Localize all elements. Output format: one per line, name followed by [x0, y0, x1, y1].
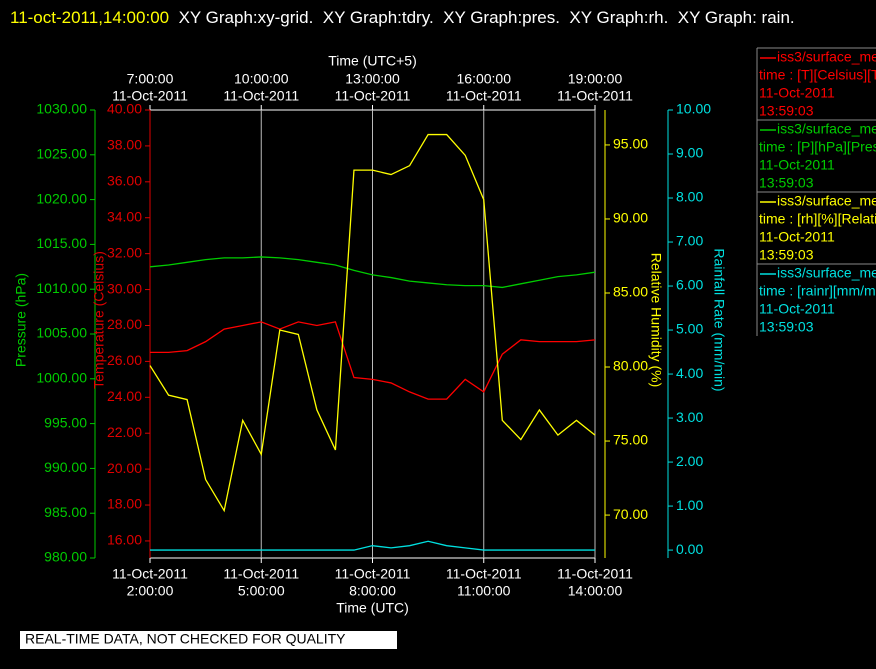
- y-tick-label: 4.00: [676, 365, 703, 381]
- legend-detail: 13:59:03: [759, 103, 814, 119]
- legend-detail: time : [T][Celsius][T: [759, 67, 876, 83]
- x-tick-label: 8:00:00: [349, 583, 396, 599]
- x-tick-date: 11-Oct-2011: [112, 566, 188, 582]
- y-axis-label: Relative Humidity (%): [648, 253, 664, 388]
- legend-name: iss3/surface_me: [777, 49, 876, 65]
- y-tick-label: 22.00: [107, 424, 142, 440]
- footer-text: REAL-TIME DATA, NOT CHECKED FOR QUALITY: [25, 631, 346, 647]
- y-tick-label: 980.00: [44, 549, 87, 565]
- y-tick-label: 38.00: [107, 137, 142, 153]
- legend-detail: 11-Oct-2011: [759, 85, 835, 101]
- y-tick-label: 75.00: [613, 432, 648, 448]
- y-tick-label: 7.00: [676, 233, 703, 249]
- legend-detail: time : [rh][%][Relati: [759, 211, 876, 227]
- y-tick-label: 28.00: [107, 316, 142, 332]
- y-tick-label: 36.00: [107, 173, 142, 189]
- footer-box: [20, 631, 397, 649]
- x-tick-date: 11-Oct-2011: [335, 566, 411, 582]
- x2-tick-label: 19:00:00: [568, 71, 623, 87]
- y-tick-label: 32.00: [107, 244, 142, 260]
- y-axis-label: Temperature (Celsius): [91, 251, 107, 389]
- x2-tick-date: 11-Oct-2011: [335, 88, 411, 104]
- legend-detail: 11-Oct-2011: [759, 301, 835, 317]
- x-tick-label: 14:00:00: [568, 583, 623, 599]
- x2-tick-date: 11-Oct-2011: [223, 88, 299, 104]
- y-tick-label: 95.00: [613, 136, 648, 152]
- legend-name: iss3/surface_me: [777, 121, 876, 137]
- y-tick-label: 1025.00: [36, 146, 87, 162]
- x2-tick-label: 13:00:00: [345, 71, 400, 87]
- legend-detail: 11-Oct-2011: [759, 229, 835, 245]
- x-tick-date: 11-Oct-2011: [446, 566, 522, 582]
- y-tick-label: 3.00: [676, 409, 703, 425]
- y-tick-label: 10.00: [676, 101, 711, 117]
- x-tick-label: 5:00:00: [238, 583, 285, 599]
- y-tick-label: 1000.00: [36, 370, 87, 386]
- y-tick-label: 1020.00: [36, 190, 87, 206]
- y-tick-label: 26.00: [107, 352, 142, 368]
- legend-name: iss3/surface_me: [777, 193, 876, 209]
- y-tick-label: 995.00: [44, 414, 87, 430]
- y-tick-label: 1015.00: [36, 235, 87, 251]
- x-tick-label: 11:00:00: [457, 583, 511, 599]
- legend-detail: 13:59:03: [759, 319, 814, 335]
- y-tick-label: 2.00: [676, 453, 703, 469]
- y-axis-label: Rainfall Rate (mm/min): [711, 248, 727, 391]
- y-tick-label: 1010.00: [36, 280, 87, 296]
- series-line: [149, 256, 596, 289]
- y-tick-label: 990.00: [44, 459, 87, 475]
- legend-name: iss3/surface_me: [777, 265, 876, 281]
- y-tick-label: 1030.00: [36, 101, 87, 117]
- x-axis-label: Time (UTC): [336, 600, 409, 616]
- y-tick-label: 40.00: [107, 101, 142, 117]
- y-tick-label: 24.00: [107, 388, 142, 404]
- legend-detail: 13:59:03: [759, 247, 814, 263]
- legend-detail: time : [rainr][mm/mi: [759, 283, 876, 299]
- y-tick-label: 985.00: [44, 504, 87, 520]
- legend-detail: time : [P][hPa][Pres: [759, 139, 876, 155]
- y-tick-label: 80.00: [613, 358, 648, 374]
- y-tick-label: 20.00: [107, 460, 142, 476]
- y-tick-label: 5.00: [676, 321, 703, 337]
- y-tick-label: 9.00: [676, 145, 703, 161]
- x-tick-date: 11-Oct-2011: [557, 566, 633, 582]
- x2-tick-date: 11-Oct-2011: [112, 88, 188, 104]
- x2-tick-label: 10:00:00: [234, 71, 289, 87]
- y-tick-label: 1.00: [676, 497, 703, 513]
- x2-tick-label: 16:00:00: [457, 71, 512, 87]
- y-tick-label: 30.00: [107, 280, 142, 296]
- x2-tick-date: 11-Oct-2011: [557, 88, 633, 104]
- x2-tick-date: 11-Oct-2011: [446, 88, 522, 104]
- x2-tick-label: 7:00:00: [127, 71, 174, 87]
- legend-detail: 13:59:03: [759, 175, 814, 191]
- series-line: [150, 540, 595, 551]
- y-tick-label: 0.00: [676, 541, 703, 557]
- y-tick-label: 85.00: [613, 284, 648, 300]
- title-time: 11-oct-2011,14:00:00: [10, 8, 170, 27]
- x-tick-date: 11-Oct-2011: [223, 566, 299, 582]
- y-tick-label: 1005.00: [36, 325, 87, 341]
- x-tick-label: 2:00:00: [127, 583, 174, 599]
- y-tick-label: 70.00: [613, 506, 648, 522]
- y-tick-label: 8.00: [676, 189, 703, 205]
- y-tick-label: 16.00: [107, 532, 142, 548]
- title-text: XY Graph:xy-grid. XY Graph:tdry. XY Grap…: [178, 8, 795, 27]
- series-line: [149, 133, 596, 513]
- y-axis-label: Pressure (hPa): [13, 273, 29, 367]
- series-line: [150, 321, 596, 400]
- y-tick-label: 90.00: [613, 210, 648, 226]
- title-bar: 11-oct-2011,14:00:00 XY Graph:xy-grid. X…: [10, 3, 850, 32]
- y-tick-label: 34.00: [107, 208, 142, 224]
- x2-axis-label: Time (UTC+5): [328, 53, 417, 69]
- y-tick-label: 18.00: [107, 496, 142, 512]
- y-tick-label: 6.00: [676, 277, 703, 293]
- legend-detail: 11-Oct-2011: [759, 157, 835, 173]
